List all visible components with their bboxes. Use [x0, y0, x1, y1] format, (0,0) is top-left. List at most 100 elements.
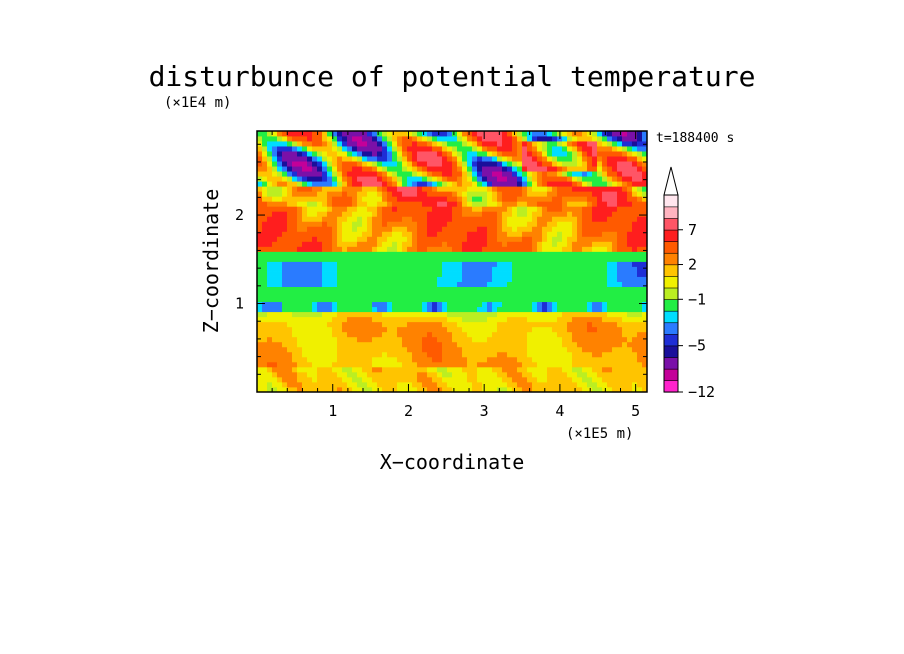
field-cell	[547, 161, 553, 167]
field-cell	[642, 351, 648, 358]
field-cell	[367, 306, 373, 313]
field-cell	[282, 136, 288, 142]
field-cell	[572, 146, 578, 152]
field-cell	[397, 241, 403, 247]
field-cell	[287, 231, 293, 237]
field-cell	[482, 191, 488, 197]
field-cell	[357, 216, 363, 222]
field-cell	[597, 321, 603, 328]
field-cell	[437, 231, 443, 237]
field-cell	[292, 301, 298, 308]
field-cell	[262, 166, 268, 172]
field-cell	[292, 161, 298, 167]
field-cell	[582, 136, 588, 142]
field-cell	[367, 271, 373, 277]
field-cell	[297, 201, 303, 207]
field-cell	[262, 256, 268, 262]
field-cell	[397, 306, 403, 313]
field-cell	[282, 356, 288, 363]
field-cell	[627, 291, 633, 298]
field-cell	[407, 131, 413, 137]
field-cell	[387, 191, 393, 197]
field-cell	[512, 351, 518, 358]
field-cell	[362, 331, 368, 338]
field-cell	[572, 141, 578, 147]
field-cell	[427, 141, 433, 147]
field-cell	[402, 231, 408, 237]
field-cell	[362, 356, 368, 363]
field-cell	[442, 266, 448, 272]
field-cell	[317, 351, 323, 358]
field-cell	[577, 246, 583, 252]
field-cell	[602, 156, 608, 162]
field-cell	[417, 266, 423, 272]
field-cell	[607, 201, 613, 207]
field-cell	[577, 141, 583, 147]
field-cell	[472, 131, 478, 137]
field-cell	[277, 146, 283, 152]
field-cell	[402, 381, 408, 388]
field-cell	[587, 156, 593, 162]
field-cell	[617, 221, 623, 227]
field-cell	[407, 161, 413, 167]
field-cell	[457, 186, 463, 192]
field-cell	[502, 246, 508, 252]
field-cell	[377, 251, 383, 257]
field-cell	[347, 156, 353, 162]
field-cell	[472, 186, 478, 192]
field-cell	[332, 381, 338, 388]
field-cell	[482, 216, 488, 222]
field-cell	[477, 331, 483, 338]
field-cell	[602, 241, 608, 247]
field-cell	[597, 231, 603, 237]
field-cell	[417, 316, 423, 323]
field-cell	[322, 241, 328, 247]
field-cell	[342, 136, 348, 142]
field-cell	[277, 171, 283, 177]
field-cell	[557, 196, 563, 202]
field-cell	[442, 346, 448, 353]
field-cell	[292, 291, 298, 298]
field-cell	[447, 311, 453, 318]
field-cell	[337, 221, 343, 227]
field-cell	[602, 246, 608, 252]
field-cell	[497, 221, 503, 227]
field-cell	[342, 256, 348, 262]
field-cell	[447, 151, 453, 157]
field-cell	[262, 191, 268, 197]
field-cell	[297, 251, 303, 257]
field-cell	[362, 186, 368, 192]
field-cell	[512, 216, 518, 222]
colorbar-frame	[663, 194, 679, 393]
field-cell	[627, 201, 633, 207]
field-cell	[327, 141, 333, 147]
field-cell	[617, 296, 623, 303]
field-cell	[482, 361, 488, 368]
field-cell	[402, 266, 408, 272]
field-cell	[452, 206, 458, 212]
field-cell	[462, 256, 468, 262]
field-cell	[637, 241, 643, 247]
field-cell	[447, 176, 453, 182]
field-cell	[467, 171, 473, 177]
field-cell	[517, 276, 523, 282]
field-cell	[587, 191, 593, 197]
field-cell	[347, 351, 353, 358]
field-cell	[412, 266, 418, 272]
field-cell	[532, 196, 538, 202]
field-cell	[412, 131, 418, 137]
field-cell	[342, 151, 348, 157]
field-cell	[527, 241, 533, 247]
field-cell	[442, 136, 448, 142]
field-cell	[602, 301, 608, 308]
field-cell	[317, 361, 323, 368]
field-cell	[582, 246, 588, 252]
field-cell	[612, 371, 618, 378]
field-cell	[567, 276, 573, 282]
field-cell	[362, 201, 368, 207]
field-cell	[272, 176, 278, 182]
field-cell	[472, 366, 478, 373]
field-cell	[562, 241, 568, 247]
field-cell	[257, 291, 263, 298]
field-cell	[282, 226, 288, 232]
